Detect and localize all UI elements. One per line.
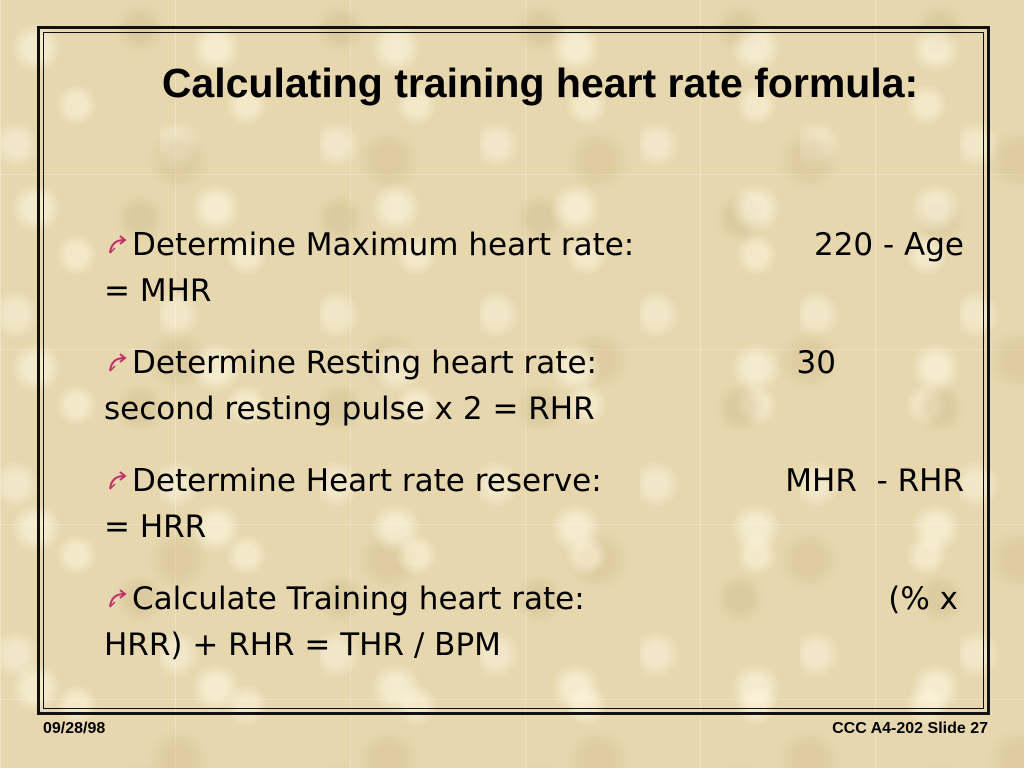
bullet-continuation: = HRR: [104, 509, 207, 545]
bullet-item-training-heart-rate: Calculate Training heart rate: (% x HRR)…: [104, 576, 964, 668]
bullet-continuation: HRR) + RHR = THR / BPM: [104, 627, 501, 663]
curved-arrow-icon: [104, 576, 132, 622]
bullet-value: 30: [796, 345, 836, 381]
curved-arrow-icon: [104, 340, 132, 386]
slide-frame-inner: [43, 32, 984, 709]
bullet-value: (% x: [888, 581, 958, 617]
bullet-list: Determine Maximum heart rate: 220 - Age …: [104, 222, 964, 694]
footer-date: 09/28/98: [43, 720, 106, 737]
curved-arrow-icon: [104, 222, 132, 268]
bullet-value: MHR - RHR: [785, 463, 964, 499]
curved-arrow-icon: [104, 458, 132, 504]
slide-frame-outer: [37, 26, 990, 715]
bullet-item-resting-heart-rate: Determine Resting heart rate: 30 second …: [104, 340, 964, 432]
slide-title: Calculating training heart rate formula:: [161, 60, 919, 106]
bullet-continuation: second resting pulse x 2 = RHR: [104, 391, 595, 427]
bullet-label: Determine Maximum heart rate:: [132, 227, 635, 263]
bullet-label: Determine Resting heart rate:: [132, 345, 597, 381]
bullet-item-heart-rate-reserve: Determine Heart rate reserve: MHR - RHR …: [104, 458, 964, 550]
bullet-continuation: = MHR: [104, 273, 212, 309]
bullet-value: 220 - Age: [813, 227, 964, 263]
bullet-label: Calculate Training heart rate:: [132, 581, 585, 617]
bullet-label: Determine Heart rate reserve:: [132, 463, 602, 499]
footer-slide-ref: CCC A4-202 Slide 27: [832, 720, 988, 737]
bullet-item-max-heart-rate: Determine Maximum heart rate: 220 - Age …: [104, 222, 964, 314]
